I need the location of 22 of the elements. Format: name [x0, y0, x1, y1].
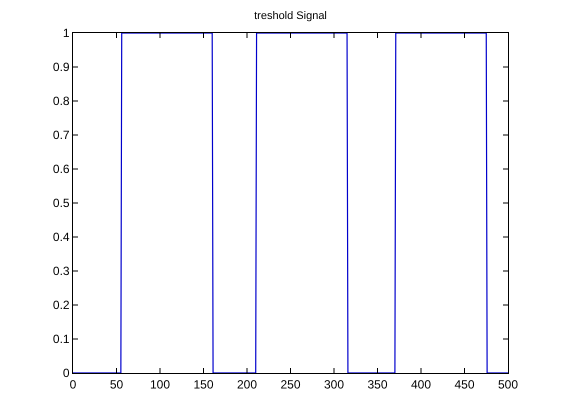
x-tick-label: 200	[236, 377, 258, 392]
y-tick-label: 0	[62, 366, 70, 380]
y-tick-label: 0.8	[52, 94, 70, 108]
y-tick-label: 0.7	[52, 128, 70, 142]
x-tick-label: 100	[150, 377, 170, 392]
y-tick-label: 0.1	[52, 332, 70, 346]
y-tick-label: 0.6	[52, 162, 70, 176]
x-tick-label: 300	[324, 377, 344, 392]
y-tick-label: 0.4	[52, 230, 70, 244]
x-tick-label: 500	[498, 377, 518, 392]
y-tick-label: 0.5	[52, 196, 70, 210]
x-tick-label: 350	[367, 377, 388, 392]
y-tick-label: 1	[62, 26, 70, 40]
x-tick-label: 450	[454, 377, 475, 392]
chart-title: treshold Signal	[254, 10, 327, 22]
x-tick-label: 250	[280, 377, 301, 392]
y-tick-label: 0.2	[52, 298, 70, 312]
x-tick-label: 400	[410, 377, 432, 392]
y-tick-label: 0.9	[52, 60, 70, 74]
y-tick-label: 0.3	[52, 264, 70, 278]
x-tick-label: 150	[193, 377, 214, 392]
x-tick-label: 50	[110, 377, 124, 392]
